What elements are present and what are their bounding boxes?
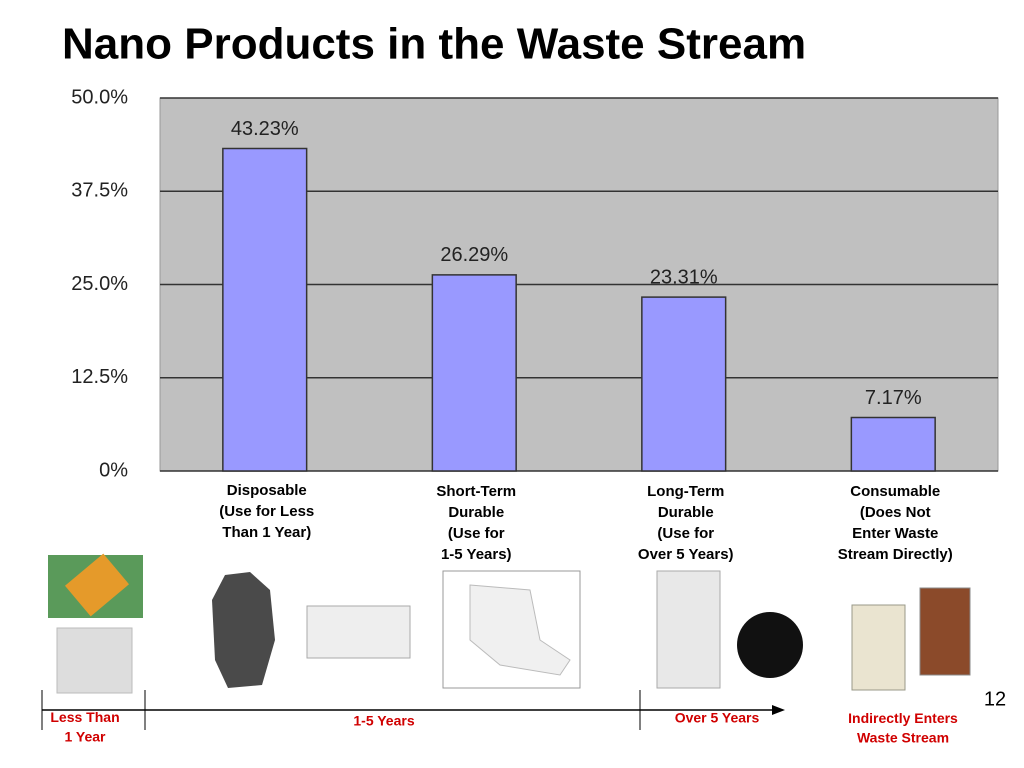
- timeline-label: Indirectly Enters Waste Stream: [848, 710, 958, 746]
- value-label: 23.31%: [650, 266, 718, 288]
- product-image: [64, 553, 130, 617]
- y-tick-label: 25.0%: [71, 273, 128, 295]
- bar: [850, 416, 936, 472]
- y-tick-label: 0%: [99, 459, 128, 481]
- timeline-arrow: [772, 705, 785, 715]
- bar: [222, 147, 308, 472]
- bar: [641, 296, 727, 472]
- y-tick-label: 50.0%: [71, 86, 128, 108]
- product-image: [737, 612, 803, 678]
- product-image: [851, 604, 906, 691]
- x-tick-label: Short-Term Durable (Use for 1-5 Years): [436, 483, 516, 563]
- product-image: [212, 572, 275, 688]
- timeline-label: Over 5 Years: [675, 710, 760, 726]
- product-image: [56, 627, 133, 694]
- x-tick-label: Consumable (Does Not Enter Waste Stream Dir…: [838, 483, 953, 563]
- timeline-label: Less Than 1 Year: [50, 709, 119, 745]
- x-tick-label: Disposable (Use for Less Than 1 Year): [219, 482, 314, 541]
- product-image: [469, 584, 571, 676]
- page-number: 12: [984, 688, 1006, 710]
- y-tick-label: 12.5%: [71, 366, 128, 388]
- chart-title: Nano Products in the Waste Stream: [62, 20, 806, 69]
- timeline-label: 1-5 Years: [353, 713, 414, 729]
- product-image: [306, 605, 411, 659]
- value-label: 26.29%: [440, 244, 508, 266]
- bar: [431, 274, 517, 472]
- y-tick-label: 37.5%: [71, 180, 128, 202]
- product-image: [919, 587, 971, 676]
- value-label: 43.23%: [231, 118, 299, 140]
- x-tick-label: Long-Term Durable (Use for Over 5 Years): [638, 483, 734, 563]
- value-label: 7.17%: [865, 387, 922, 409]
- product-image: [656, 570, 721, 689]
